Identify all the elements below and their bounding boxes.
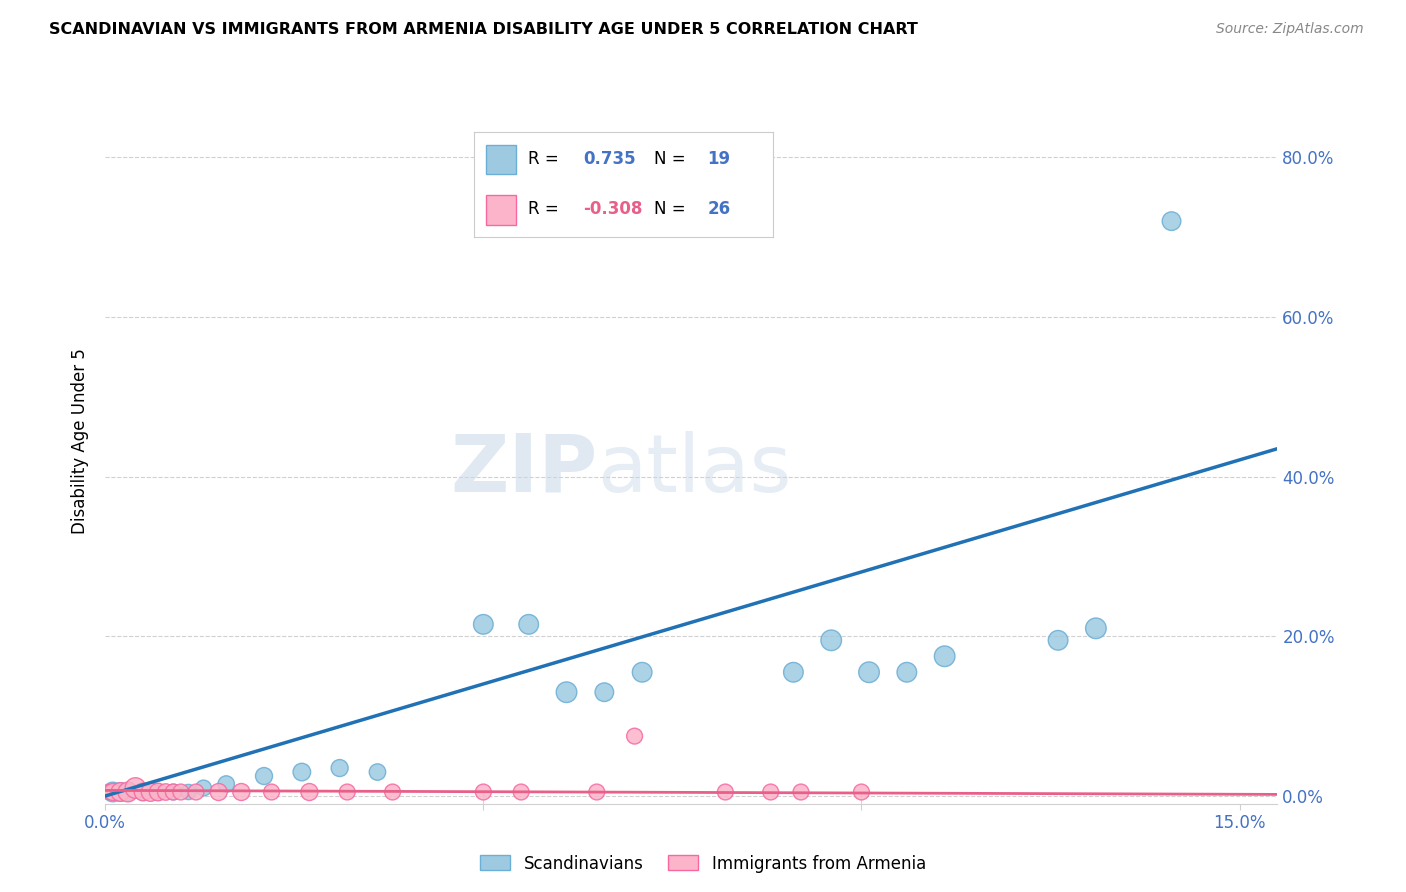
- Point: [110, 785, 132, 799]
- Point: [593, 685, 616, 699]
- Point: [291, 765, 314, 780]
- Point: [336, 785, 359, 799]
- Point: [631, 665, 654, 680]
- Point: [117, 785, 139, 799]
- Point: [208, 785, 231, 799]
- Y-axis label: Disability Age Under 5: Disability Age Under 5: [72, 348, 89, 533]
- Point: [858, 665, 880, 680]
- Point: [472, 617, 495, 632]
- Point: [851, 785, 873, 799]
- Point: [1084, 621, 1107, 635]
- Text: SCANDINAVIAN VS IMMIGRANTS FROM ARMENIA DISABILITY AGE UNDER 5 CORRELATION CHART: SCANDINAVIAN VS IMMIGRANTS FROM ARMENIA …: [49, 22, 918, 37]
- Point: [381, 785, 404, 799]
- Point: [329, 761, 352, 775]
- Point: [366, 765, 388, 780]
- Point: [231, 785, 253, 799]
- Point: [146, 785, 169, 799]
- Point: [98, 785, 121, 799]
- Point: [510, 785, 533, 799]
- Point: [110, 785, 132, 799]
- Point: [193, 780, 215, 795]
- Point: [714, 785, 737, 799]
- Point: [177, 785, 200, 799]
- Point: [132, 785, 155, 799]
- Text: ZIP: ZIP: [450, 431, 598, 508]
- Point: [215, 777, 238, 791]
- Legend: Scandinavians, Immigrants from Armenia: Scandinavians, Immigrants from Armenia: [474, 848, 932, 880]
- Point: [139, 785, 162, 799]
- Point: [132, 785, 155, 799]
- Point: [820, 633, 842, 648]
- Point: [170, 785, 193, 799]
- Point: [298, 785, 321, 799]
- Point: [155, 785, 177, 799]
- Point: [1047, 633, 1070, 648]
- Point: [253, 769, 276, 783]
- Point: [759, 785, 782, 799]
- Point: [117, 785, 139, 799]
- Point: [934, 649, 956, 664]
- Point: [585, 785, 607, 799]
- Text: Source: ZipAtlas.com: Source: ZipAtlas.com: [1216, 22, 1364, 37]
- Point: [623, 729, 645, 743]
- Point: [896, 665, 918, 680]
- Point: [260, 785, 283, 799]
- Point: [782, 665, 804, 680]
- Point: [162, 785, 184, 799]
- Point: [101, 785, 124, 799]
- Text: atlas: atlas: [598, 431, 792, 508]
- Point: [1160, 214, 1182, 228]
- Point: [555, 685, 578, 699]
- Point: [101, 785, 124, 799]
- Point: [790, 785, 813, 799]
- Point: [472, 785, 495, 799]
- Point: [517, 617, 540, 632]
- Point: [162, 785, 184, 799]
- Point: [184, 785, 207, 799]
- Point: [124, 780, 146, 795]
- Point: [146, 785, 169, 799]
